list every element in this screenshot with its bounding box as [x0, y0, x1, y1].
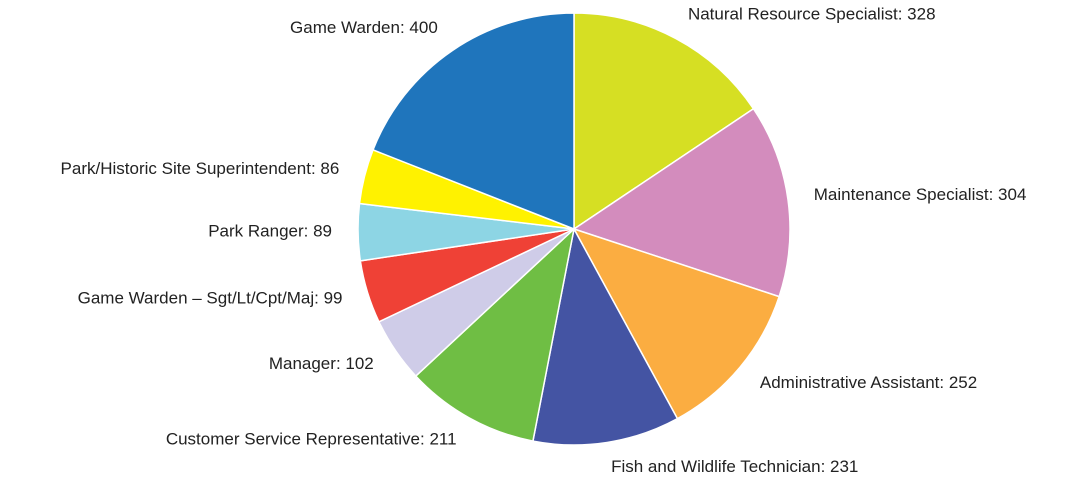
slice-name: Manager	[269, 354, 336, 373]
slice-label: Game Warden: 400	[290, 18, 438, 37]
pie-slice	[572, 227, 781, 420]
slice-value: 304	[998, 186, 1026, 205]
slice-name: Administrative Assistant	[760, 373, 940, 392]
slice-label: Customer Service Representative: 211	[166, 430, 457, 449]
slice-label: Game Warden – Sgt/Lt/Cpt/Maj: 99	[78, 289, 343, 308]
separator: :	[314, 289, 323, 308]
separator: :	[939, 373, 948, 392]
slice-label: Park Ranger: 89	[208, 222, 332, 241]
pie-slice	[532, 226, 679, 446]
separator: :	[989, 186, 998, 205]
separator: :	[400, 18, 409, 37]
slice-name: Park Ranger	[208, 222, 304, 241]
separator: :	[311, 159, 320, 178]
pie-slice	[572, 107, 791, 298]
slice-value: 211	[429, 430, 456, 449]
separator: :	[898, 5, 907, 24]
separator: :	[304, 222, 313, 241]
separator: :	[336, 354, 345, 373]
slice-value: 252	[949, 373, 977, 392]
slice-label: Park/Historic Site Superintendent: 86	[61, 159, 340, 178]
slice-label: Fish and Wildlife Technician: 231	[611, 458, 858, 477]
slice-value: 102	[345, 354, 373, 373]
slice-name: Customer Service Representative	[166, 430, 420, 449]
slice-name: Natural Resource Specialist	[688, 5, 898, 24]
slice-value: 400	[409, 18, 437, 37]
slice-label: Manager: 102	[269, 354, 374, 373]
pie-slice	[372, 12, 575, 231]
slice-name: Game Warden	[290, 18, 400, 37]
separator: :	[821, 458, 830, 477]
slice-name: Game Warden – Sgt/Lt/Cpt/Maj	[78, 289, 315, 308]
slice-value: 86	[320, 159, 339, 178]
slice-label: Administrative Assistant: 252	[760, 373, 977, 392]
slice-label: Maintenance Specialist: 304	[814, 186, 1027, 205]
pie-slice	[414, 226, 576, 442]
slice-value: 89	[313, 222, 332, 241]
slice-name: Fish and Wildlife Technician	[611, 458, 820, 477]
slice-name: Maintenance Specialist	[814, 186, 989, 205]
slice-name: Park/Historic Site Superintendent	[61, 159, 312, 178]
slice-label: Natural Resource Specialist: 328	[688, 5, 936, 24]
slice-value: 99	[324, 289, 343, 308]
separator: :	[420, 430, 429, 449]
slice-value: 328	[907, 5, 935, 24]
pie-slice	[573, 12, 755, 231]
slice-value: 231	[830, 458, 858, 477]
